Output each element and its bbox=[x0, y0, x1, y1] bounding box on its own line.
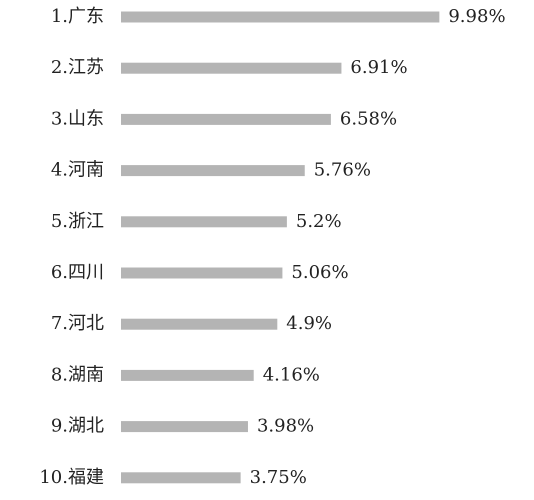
bar bbox=[121, 165, 305, 177]
value-label: 4.9% bbox=[286, 313, 332, 334]
category-label: 5.浙江 bbox=[51, 211, 104, 232]
value-label: 9.98% bbox=[448, 6, 505, 27]
value-label: 5.76% bbox=[314, 160, 371, 181]
value-label: 6.58% bbox=[340, 108, 397, 129]
category-label: 8.湖南 bbox=[51, 364, 104, 385]
bar bbox=[121, 216, 287, 228]
value-label: 3.75% bbox=[250, 467, 307, 488]
category-label: 1.广东 bbox=[51, 6, 104, 27]
bar bbox=[121, 62, 342, 74]
value-label: 5.06% bbox=[291, 262, 348, 283]
value-label: 3.98% bbox=[257, 416, 314, 437]
category-label: 6.四川 bbox=[51, 262, 104, 283]
category-label: 7.河北 bbox=[51, 313, 104, 334]
category-label: 2.江苏 bbox=[51, 57, 104, 78]
category-label: 4.河南 bbox=[51, 160, 104, 181]
bar bbox=[121, 472, 241, 484]
category-label: 3.山东 bbox=[51, 108, 104, 129]
bar bbox=[121, 318, 278, 330]
bar bbox=[121, 369, 254, 381]
category-label: 9.湖北 bbox=[51, 416, 104, 437]
value-label: 4.16% bbox=[263, 364, 320, 385]
bar bbox=[121, 421, 248, 433]
category-label: 10.福建 bbox=[39, 467, 104, 488]
bar bbox=[121, 267, 283, 279]
value-label: 5.2% bbox=[296, 211, 342, 232]
bar bbox=[121, 113, 331, 125]
bar bbox=[121, 11, 440, 23]
value-label: 6.91% bbox=[350, 57, 407, 78]
